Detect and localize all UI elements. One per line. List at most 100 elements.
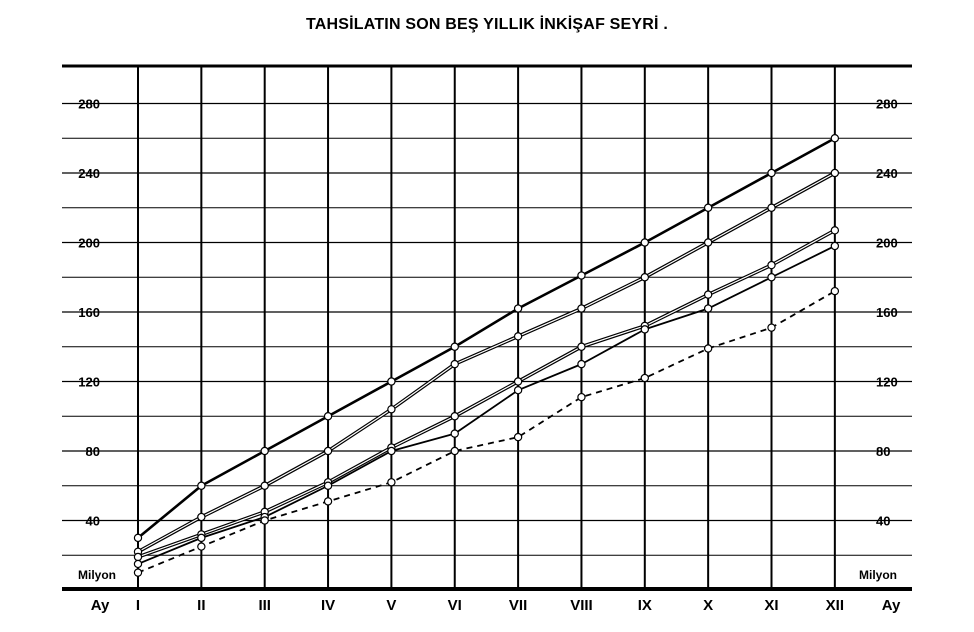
data-point — [577, 342, 586, 351]
data-point — [197, 512, 206, 522]
y-tick-label: 120 — [78, 375, 100, 390]
data-point — [513, 385, 523, 395]
data-point — [513, 377, 523, 386]
data-point — [830, 226, 840, 235]
data-point — [577, 392, 586, 402]
y-axis-label-right: Milyon — [859, 568, 897, 582]
y-tick-label: 240 — [78, 166, 100, 181]
y-tick-label: 160 — [876, 305, 898, 320]
series-1 — [133, 134, 840, 543]
data-point — [830, 241, 840, 251]
x-tick-label: IX — [638, 597, 652, 614]
x-tick-label: XII — [826, 597, 844, 614]
series-4 — [133, 241, 840, 569]
data-point — [577, 359, 586, 369]
data-point — [703, 290, 713, 299]
x-tick-label: V — [386, 597, 396, 614]
chart-frame — [62, 64, 912, 591]
y-tick-label: 40 — [86, 514, 100, 529]
y-axis-right: 40 80 120 160 200 240 280 — [876, 97, 898, 529]
data-point — [260, 446, 269, 456]
y-tick-label: 40 — [876, 514, 890, 529]
data-point — [197, 533, 206, 543]
y-tick-label: 280 — [78, 97, 100, 112]
y-tick-label: 200 — [78, 236, 100, 251]
series-line — [137, 290, 836, 574]
y-tick-label: 160 — [78, 305, 100, 320]
series-line — [137, 245, 836, 565]
x-tick-label: I — [136, 597, 140, 614]
x-tick-label: III — [258, 597, 271, 614]
data-point — [450, 342, 459, 351]
x-axis-label-right: Ay — [882, 597, 901, 614]
x-tick-label: VIII — [570, 597, 593, 614]
series-line — [137, 137, 836, 539]
x-tick-label: X — [703, 597, 713, 614]
data-point — [513, 432, 523, 442]
x-tick-label: XI — [764, 597, 778, 614]
x-tick-label: VII — [509, 597, 527, 614]
data-point — [640, 238, 650, 247]
chart-title: TAHSİLATIN SON BEŞ YILLIK İNKİŞAF SEYRİ … — [305, 16, 668, 33]
data-point — [197, 542, 206, 551]
data-point — [703, 203, 713, 212]
data-point — [767, 168, 776, 178]
data-point — [323, 497, 333, 506]
data-point — [767, 323, 776, 332]
y-tick-label: 200 — [876, 236, 898, 251]
y-tick-label: 80 — [876, 444, 890, 459]
x-axis: I II III IV V VI VII VIII IX X XI XII — [136, 597, 844, 614]
series-5 — [133, 286, 840, 577]
data-point — [197, 481, 206, 490]
data-point — [640, 325, 650, 334]
data-point — [323, 412, 333, 421]
data-point — [450, 359, 459, 369]
data-point — [513, 304, 523, 313]
series-line-inner — [137, 172, 836, 553]
data-point — [387, 446, 396, 456]
data-point — [387, 377, 396, 386]
y-axis-left: 40 80 120 160 200 240 280 — [78, 97, 100, 529]
data-point — [450, 429, 459, 438]
data-point — [703, 304, 713, 313]
data-point — [450, 446, 459, 456]
y-tick-label: 120 — [876, 375, 898, 390]
y-tick-label: 240 — [876, 166, 898, 181]
series-line — [137, 228, 836, 559]
data-point — [577, 304, 586, 313]
data-point — [830, 134, 840, 143]
data-point — [703, 344, 713, 353]
y-tick-label: 80 — [86, 444, 100, 459]
series-2 — [133, 168, 840, 556]
data-point — [260, 516, 269, 525]
series-group — [133, 134, 840, 577]
data-point — [830, 286, 840, 296]
data-point — [133, 533, 143, 543]
series-line-inner — [137, 229, 836, 558]
data-point — [133, 552, 143, 562]
data-point — [323, 446, 333, 456]
data-point — [133, 568, 143, 577]
data-point — [830, 168, 840, 178]
x-tick-label: II — [197, 597, 205, 614]
x-tick-label: VI — [448, 597, 462, 614]
data-point — [640, 373, 650, 383]
data-point — [133, 559, 143, 569]
data-point — [387, 405, 396, 414]
y-tick-label: 280 — [876, 97, 898, 112]
x-tick-label: IV — [321, 597, 335, 614]
y-axis-label-left: Milyon — [78, 568, 116, 582]
data-point — [323, 481, 333, 490]
data-point — [767, 203, 776, 212]
data-point — [260, 481, 269, 490]
data-point — [387, 478, 396, 487]
data-point — [767, 273, 776, 282]
data-point — [767, 260, 776, 270]
data-point — [640, 273, 650, 282]
data-point — [450, 412, 459, 421]
x-axis-label-left: Ay — [91, 597, 110, 614]
data-point — [577, 271, 586, 280]
data-point — [513, 332, 523, 341]
data-point — [703, 238, 713, 247]
